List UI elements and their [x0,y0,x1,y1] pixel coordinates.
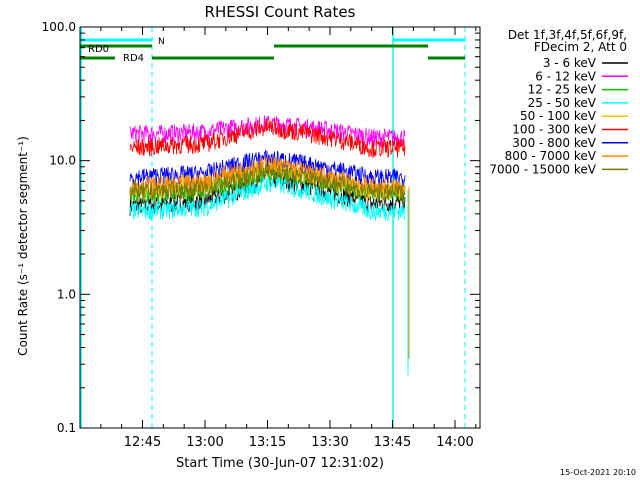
night-label: N [158,37,165,47]
legend-entry-label: 3 - 6 keV [543,56,597,70]
axes-layer: 0.1 1.0 10.0 100.0 12:45 13:00 13:15 13:30 13:45… [42,20,481,450]
x-tick-label: 13:45 [374,435,411,450]
legend-entry-label: 6 - 12 keV [535,69,597,83]
y-axis-label: Count Rate (s⁻¹ detector segment⁻¹) [16,136,30,356]
series-line [129,118,406,158]
x-axis-label: Start Time (30-Jun-07 12:31:02) [176,456,384,471]
legend-entry-label: 7000 - 15000 keV [489,162,596,176]
plot-area: N RD0 RD4 [80,27,466,428]
legend-entry-label: 12 - 25 keV [528,83,597,97]
footer-date: 15-Oct-2021 20:10 [560,468,636,477]
series-line [129,176,406,222]
x-tick-label: 12:45 [124,435,161,450]
legend-header-detectors: Det 1f,3f,4f,5f,6f,9f, [508,28,627,42]
x-tick-label: 13:00 [186,435,223,450]
y-tick-label: 10.0 [49,154,76,168]
chart-title: RHESSI Count Rates [205,3,356,21]
x-tick-label: 13:30 [311,435,348,450]
y-tick-label: 100.0 [42,20,76,34]
rd0-label: RD0 [88,44,109,55]
series-layer [129,115,410,375]
legend-entry-label: 50 - 100 keV [520,109,597,123]
legend-entry-label: 300 - 800 keV [512,136,596,150]
series-line [129,115,406,148]
legend-entry-label: 100 - 300 keV [512,123,596,137]
legend-entry-label: 800 - 7000 keV [505,149,597,163]
y-tick-label: 1.0 [57,287,76,301]
y-tick-label: 0.1 [57,421,76,435]
plot-frame [79,26,481,429]
series-line [129,162,406,204]
legend-entry-label: 25 - 50 keV [528,96,597,110]
rd4-label: RD4 [123,53,144,64]
legend-header-decimation: FDecim 2, Att 0 [534,40,627,54]
x-tick-label: 14:00 [436,435,473,450]
x-tick-label: 13:15 [249,435,286,450]
